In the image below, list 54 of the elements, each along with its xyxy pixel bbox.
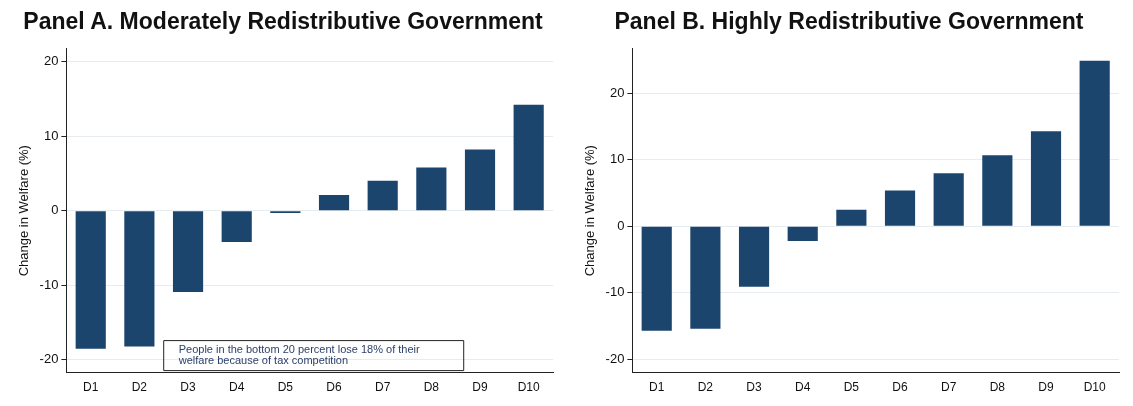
x-tick-label: D3 — [180, 380, 197, 395]
bar — [1030, 131, 1062, 226]
chart-title: Panel B. Highly Redistributive Government — [614, 8, 1084, 36]
x-tick-label: D6 — [326, 380, 343, 395]
x-tick-label: D4 — [795, 380, 811, 395]
bar — [416, 167, 447, 211]
bar — [1079, 60, 1110, 226]
x-tick-label: D5 — [843, 380, 860, 395]
x-tick-label: D2 — [697, 380, 714, 395]
y-tick-label: -10 — [605, 284, 625, 300]
y-tick-label: -10 — [39, 276, 59, 292]
x-tick-label: D6 — [892, 380, 909, 395]
y-tick-label: 0 — [617, 217, 625, 233]
bar — [836, 209, 867, 226]
bar — [124, 211, 155, 347]
x-tick-label: D4 — [229, 380, 245, 395]
y-tick-label: 20 — [609, 84, 625, 100]
y-tick-label: 20 — [43, 53, 59, 69]
bar — [982, 155, 1013, 226]
bar — [641, 226, 672, 331]
x-tick-label: D1 — [649, 380, 665, 395]
bar — [367, 180, 398, 211]
bar — [787, 226, 818, 241]
x-tick-label: D8 — [989, 380, 1006, 395]
x-tick-label: D10 — [1083, 380, 1106, 395]
bar — [884, 190, 916, 226]
y-tick-label: -20 — [605, 350, 625, 366]
x-tick-label: D2 — [131, 380, 148, 395]
x-tick-label: D3 — [746, 380, 763, 395]
x-tick-label: D8 — [423, 380, 440, 395]
x-tick-label: D9 — [1038, 380, 1054, 395]
bar — [221, 211, 252, 243]
chart-title: Panel A. Moderately Redistributive Government — [23, 8, 543, 36]
bar — [738, 226, 770, 287]
bar — [75, 211, 106, 349]
y-axis-title: Change in Welfare (%) — [16, 145, 32, 277]
x-tick-label: D7 — [941, 380, 957, 395]
bar — [172, 211, 204, 293]
bar — [690, 226, 721, 329]
x-tick-label: D10 — [517, 380, 540, 395]
x-tick-label: D1 — [83, 380, 99, 395]
y-tick-label: -20 — [39, 351, 59, 367]
y-tick-label: 10 — [43, 127, 59, 143]
annotation: People in the bottom 20 percent lose 18% of their welfare because of tax competition — [177, 343, 420, 367]
bar — [933, 173, 964, 226]
x-tick-label: D9 — [472, 380, 488, 395]
bar — [464, 149, 496, 211]
y-axis-title: Change in Welfare (%) — [582, 145, 598, 277]
x-tick-label: D7 — [375, 380, 391, 395]
bar — [513, 104, 544, 211]
x-tick-label: D5 — [277, 380, 294, 395]
bar — [318, 195, 350, 211]
y-tick-label: 0 — [51, 202, 59, 218]
y-tick-label: 10 — [609, 151, 625, 167]
